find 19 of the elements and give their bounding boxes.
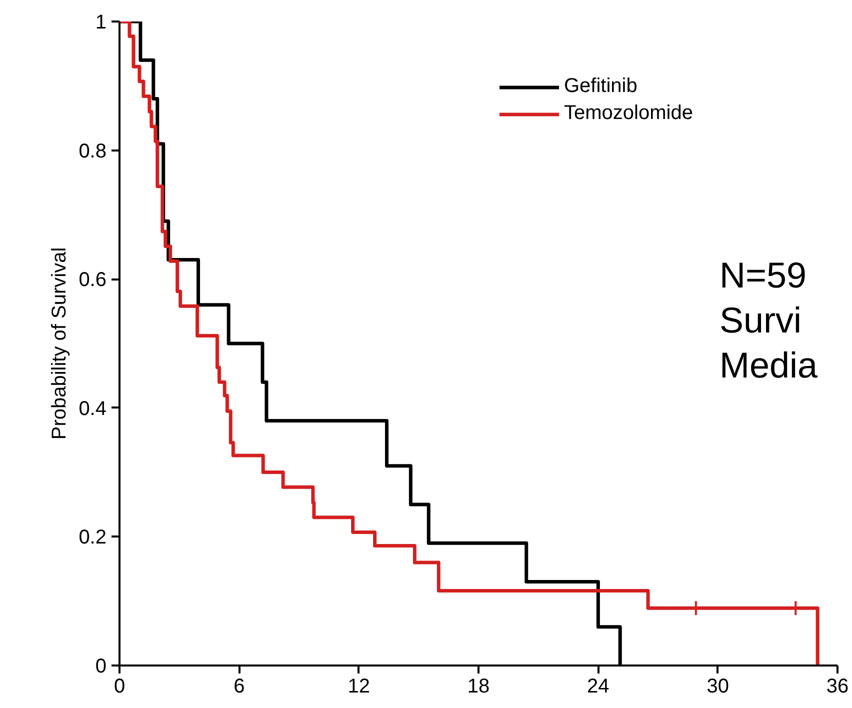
x-tick-label: 6: [234, 676, 245, 698]
x-tick-label: 24: [587, 676, 610, 698]
x-tick-label: 36: [826, 676, 849, 698]
y-axis-title: Probability of Survival: [48, 247, 71, 440]
annotation: Media: [720, 344, 819, 386]
legend-label: Temozolomide: [564, 102, 693, 125]
y-tick-label: 0.4: [78, 398, 107, 420]
x-tick-label: 0: [114, 676, 126, 698]
annotation: Survi: [720, 300, 802, 340]
annotation: N=59: [720, 254, 807, 296]
x-tick-label: 30: [706, 676, 729, 698]
y-tick-label: 0.2: [78, 526, 107, 549]
x-tick-label: 18: [467, 676, 490, 698]
y-tick-label: 0.6: [78, 269, 107, 292]
y-tick-label: 0.8: [78, 140, 107, 162]
y-tick-label: 1: [95, 12, 106, 34]
x-tick-label: 12: [348, 676, 370, 698]
legend-label: Gefitinib: [564, 75, 638, 98]
y-tick-label: 0: [95, 656, 106, 678]
